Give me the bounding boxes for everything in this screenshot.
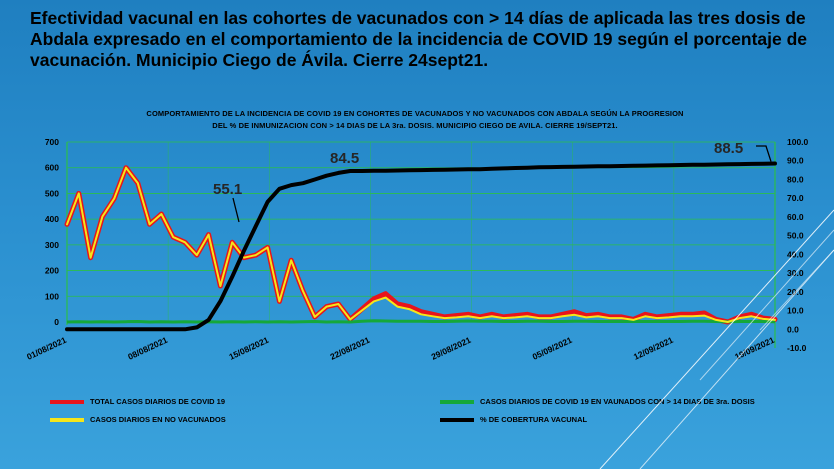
x-tick-label: 12/09/2021	[632, 335, 675, 362]
y-right-tick-label: 20.0	[787, 287, 804, 297]
x-tick-label: 19/09/2021	[733, 335, 776, 362]
x-tick-label: 22/08/2021	[328, 335, 371, 362]
legend-swatch-total	[50, 399, 84, 404]
series-casos-vacunados	[66, 319, 776, 324]
y-right-tick-label: 90.0	[787, 156, 804, 166]
y-left-tick-label: 200	[45, 266, 59, 276]
y-left-tick-label: 500	[45, 188, 59, 198]
legend-swatch-vacunados	[440, 399, 474, 404]
y-left-tick-label: 100	[45, 291, 59, 301]
legend-label-total: TOTAL CASOS DIARIOS DE COVID 19	[90, 397, 226, 406]
x-tick-label: 08/08/2021	[126, 335, 169, 362]
legend-label-no-vacunados: CASOS DIARIOS EN NO VACUNADOS	[90, 415, 226, 424]
y-right-tick-label: 60.0	[787, 212, 804, 222]
chart-title-line-1: COMPORTAMIENTO DE LA INCIDENCIA DE COVID…	[146, 109, 684, 118]
y-right-tick-label: 40.0	[787, 249, 804, 259]
legend-swatch-no-vacunados	[50, 417, 84, 422]
y-left-tick-label: 700	[45, 137, 59, 147]
legend-total: TOTAL CASOS DIARIOS DE COVID 19	[50, 397, 225, 406]
y-right-tick-label: 50.0	[787, 231, 804, 241]
y-left-tick-label: 0	[54, 317, 59, 327]
chart-title-line-2: DEL % DE INMUNIZACION CON > 14 DIAS DE L…	[212, 121, 618, 130]
y-right-tick-label: -10.0	[787, 343, 807, 353]
legend-no-vacunados: CASOS DIARIOS EN NO VACUNADOS	[50, 415, 226, 424]
y-left-tick-label: 400	[45, 214, 59, 224]
y-left-tick-label: 300	[45, 240, 59, 250]
legend-label-vacunados: CASOS DIARIOS DE COVID 19 EN VAUNADOS CO…	[480, 397, 755, 406]
legend-vacunados: CASOS DIARIOS DE COVID 19 EN VAUNADOS CO…	[440, 397, 755, 406]
y-right-tick-label: 80.0	[787, 174, 804, 184]
y-right-tick-label: 100.0	[787, 137, 809, 147]
x-tick-label: 01/08/2021	[25, 335, 68, 362]
callout-84-5: 84.5	[330, 150, 359, 167]
chart-title: COMPORTAMIENTO DE LA INCIDENCIA DE COVID…	[60, 108, 770, 132]
chart-labels: 55.1 84.5 88.5	[213, 140, 772, 223]
legend-cobertura: % DE COBERTURA VACUNAL	[440, 415, 587, 424]
callout-88-5: 88.5	[714, 140, 743, 157]
callout-55-1-leader	[232, 197, 240, 223]
slide-title: Efectividad vacunal en las cohortes de v…	[30, 8, 808, 70]
y-right-tick-label: 70.0	[787, 193, 804, 203]
series-cobertura-vacunal	[65, 161, 777, 332]
y-right-tick-label: 0.0	[787, 324, 799, 334]
callout-55-1: 55.1	[213, 181, 242, 198]
y-right-tick-label: 30.0	[787, 268, 804, 278]
chart-series	[64, 161, 778, 332]
legend-swatch-cobertura	[440, 417, 474, 422]
x-tick-label: 29/08/2021	[430, 335, 473, 362]
x-tick-label: 05/09/2021	[531, 335, 574, 362]
y-left-tick-label: 600	[45, 163, 59, 173]
x-tick-label: 15/08/2021	[227, 335, 270, 362]
y-right-tick-label: 10.0	[787, 306, 804, 316]
legend-label-cobertura: % DE COBERTURA VACUNAL	[480, 415, 588, 424]
callout-88-5-leader	[756, 145, 772, 162]
